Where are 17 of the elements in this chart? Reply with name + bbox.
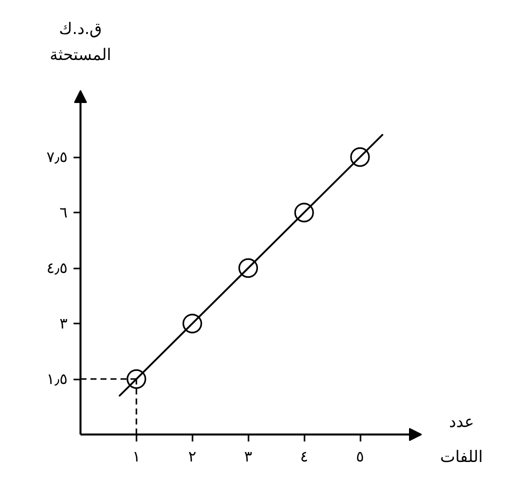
x-axis-title: عدد اللفات: [440, 412, 483, 466]
x-tick-label: ٤: [300, 448, 308, 466]
point: [238, 258, 258, 278]
point: [350, 147, 370, 167]
x-tick-label: ١: [132, 448, 140, 466]
x-tick-label: ٣: [244, 448, 252, 466]
point: [294, 202, 314, 222]
point: [182, 314, 202, 334]
y-tick-label: ١٫٥: [46, 370, 68, 388]
y-tick-label: ٣: [59, 314, 68, 333]
y-tick-label: ٧٫٥: [46, 148, 68, 166]
y-axis-title: ق.د.ك المستحثة: [50, 19, 112, 64]
point: [126, 369, 146, 389]
y-tick-label: ٦: [59, 204, 68, 222]
x-tick-label: ٥: [356, 448, 364, 466]
y-tick-label: ٤٫٥: [46, 259, 68, 278]
x-tick-label: ٢: [188, 448, 196, 466]
